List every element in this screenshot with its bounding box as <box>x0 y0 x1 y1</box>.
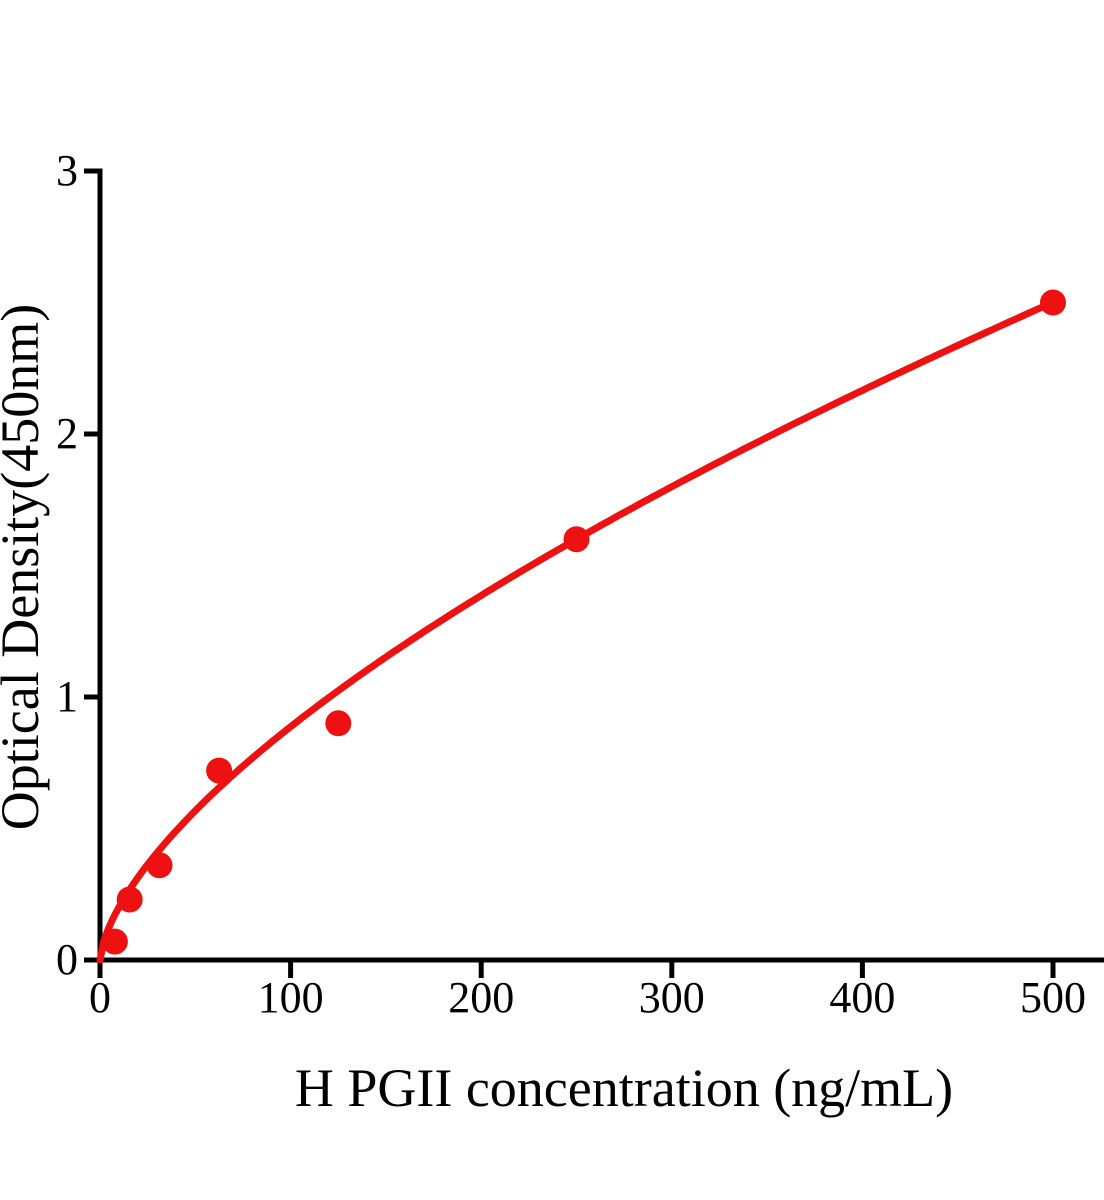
y-tick-label-2: 2 <box>56 409 78 458</box>
y-tick-label-1: 1 <box>56 672 78 721</box>
x-tick-label-100: 100 <box>258 973 324 1022</box>
data-point-15.6 <box>116 886 143 913</box>
data-points <box>101 289 1066 955</box>
data-point-250 <box>563 526 590 553</box>
y-axis: 0 1 2 3 <box>56 146 103 984</box>
x-tick-label-400: 400 <box>829 973 895 1022</box>
x-tick-label-200: 200 <box>448 973 514 1022</box>
data-point-7.8 <box>101 928 128 955</box>
data-point-31.2 <box>146 852 173 879</box>
x-axis: 0 100 200 300 400 500 <box>89 957 1104 1022</box>
y-tick-label-3: 3 <box>56 146 78 195</box>
x-tick-label-0: 0 <box>89 973 111 1022</box>
fit-curve <box>96 298 1057 964</box>
y-tick-label-0: 0 <box>56 935 78 984</box>
y-axis-ticks: 0 1 2 3 <box>56 146 100 984</box>
data-point-125 <box>325 710 352 737</box>
x-tick-label-300: 300 <box>639 973 705 1022</box>
x-tick-label-500: 500 <box>1020 973 1086 1022</box>
y-axis-title: Optical Density(450nm) <box>0 304 50 830</box>
x-axis-ticks: 0 100 200 300 400 500 <box>89 960 1086 1022</box>
x-axis-title: H PGII concentration (ng/mL) <box>295 1058 953 1118</box>
data-point-500 <box>1040 289 1066 316</box>
data-point-62.5 <box>206 757 233 784</box>
